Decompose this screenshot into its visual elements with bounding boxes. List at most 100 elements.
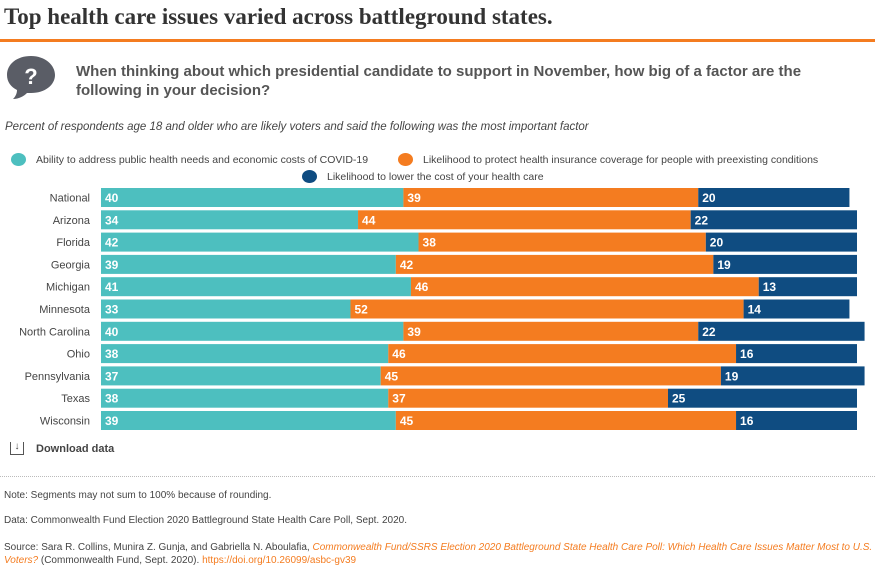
data-label: 45 — [385, 369, 399, 383]
bar-segment — [101, 388, 389, 408]
legend-item-cost: Likelihood to lower the cost of your hea… — [302, 170, 544, 183]
bar-segment — [101, 321, 404, 341]
bar-segment — [101, 277, 411, 297]
source-text: Source: Sara R. Collins, Munira Z. Gunja… — [4, 541, 874, 566]
data-text: Data: Commonwealth Fund Election 2020 Ba… — [4, 515, 408, 526]
bar-segment — [668, 388, 857, 408]
category-label: Arizona — [53, 215, 91, 227]
source-prefix: Source: Sara R. Collins, Munira Z. Gunja… — [4, 542, 313, 553]
bar-segment — [736, 344, 857, 364]
data-label: 42 — [400, 258, 414, 272]
category-label: Texas — [61, 393, 90, 405]
bar-segment — [403, 188, 699, 207]
source-suffix: (Commonwealth Fund, Sept. 2020). — [38, 555, 203, 566]
title-divider — [0, 39, 875, 42]
bar-segment — [736, 411, 857, 430]
data-label: 40 — [105, 325, 119, 339]
data-label: 19 — [717, 258, 731, 272]
bar-segment — [698, 321, 865, 341]
bar-segment — [388, 344, 737, 364]
category-label: Minnesota — [39, 304, 91, 316]
bar-segment — [705, 232, 857, 252]
download-data-button[interactable]: ↓ Download data — [10, 442, 114, 455]
legend-label: Likelihood to lower the cost of your hea… — [327, 170, 544, 183]
data-label: 33 — [105, 303, 119, 317]
data-label: 42 — [105, 236, 119, 250]
page-title: Top health care issues varied across bat… — [4, 4, 553, 29]
data-label: 13 — [763, 280, 777, 294]
bar-segment — [758, 277, 857, 297]
data-label: 38 — [423, 236, 437, 250]
bar-segment — [101, 210, 359, 230]
bar-segment — [358, 210, 691, 230]
legend-swatch — [302, 170, 317, 183]
bar-segment — [395, 411, 737, 430]
data-label: 37 — [392, 392, 406, 406]
bar-segment — [403, 321, 699, 341]
category-label: Georgia — [51, 259, 91, 271]
question-bubble-icon: ? — [7, 56, 55, 99]
bar-segment — [713, 254, 857, 274]
bar-segment — [101, 411, 396, 430]
data-label: 39 — [407, 191, 421, 205]
note-text: Note: Segments may not sum to 100% becau… — [4, 490, 272, 501]
data-label: 19 — [725, 369, 739, 383]
data-label: 39 — [105, 258, 119, 272]
bar-segment — [410, 277, 759, 297]
bar-segment — [720, 366, 865, 386]
download-label: Download data — [36, 442, 115, 455]
category-label: Florida — [56, 237, 91, 249]
data-label: 16 — [740, 414, 754, 428]
chart-subtitle: Percent of respondents age 18 and older … — [5, 121, 589, 133]
data-label: 44 — [362, 213, 376, 227]
legend-label: Likelihood to protect health insurance c… — [423, 153, 819, 166]
bar-segment — [350, 299, 744, 319]
category-label: Michigan — [46, 282, 90, 294]
data-label: 39 — [105, 414, 119, 428]
bar-segment — [101, 232, 419, 252]
data-label: 20 — [702, 191, 716, 205]
category-label: National — [50, 193, 90, 205]
bar-segment — [101, 188, 404, 207]
stacked-bar-chart: National 40 39 20 Arizona 34 44 22 Florida 42 38 20… — [19, 188, 865, 430]
survey-question: When thinking about which presidential c… — [76, 63, 802, 99]
data-label: 46 — [415, 280, 429, 294]
legend-item-covid: Ability to address public health needs a… — [11, 153, 368, 166]
bar-segment — [388, 388, 668, 408]
category-label: North Carolina — [19, 326, 91, 338]
bar-segment — [380, 366, 721, 386]
bar-segment — [743, 299, 850, 319]
bar-segment — [101, 254, 396, 274]
legend-swatch — [11, 153, 26, 166]
bar-segment — [395, 254, 714, 274]
data-label: 38 — [105, 392, 119, 406]
data-label: 22 — [695, 213, 709, 227]
download-icon: ↓ — [10, 442, 24, 455]
data-label: 38 — [105, 347, 119, 361]
legend-label: Ability to address public health needs a… — [36, 153, 369, 166]
bar-segment — [101, 366, 381, 386]
data-label: 46 — [392, 347, 406, 361]
data-label: 14 — [748, 303, 762, 317]
data-label: 41 — [105, 280, 119, 294]
data-label: 20 — [710, 236, 724, 250]
doi-link[interactable]: https://doi.org/10.26099/asbc-gv39 — [202, 555, 357, 566]
data-label: 40 — [105, 191, 119, 205]
data-label: 39 — [407, 325, 421, 339]
category-label: Wisconsin — [40, 416, 90, 428]
data-label: 34 — [105, 213, 119, 227]
source-title-link[interactable]: Commonwealth Fund/SSRS Election 2020 Bat… — [4, 542, 873, 566]
legend-item-preexisting: Likelihood to protect health insurance c… — [398, 153, 818, 166]
data-label: 22 — [702, 325, 716, 339]
data-label: 37 — [105, 369, 119, 383]
bar-segment — [698, 188, 850, 207]
divider — [0, 476, 875, 477]
svg-text:?: ? — [24, 64, 37, 89]
bar-segment — [690, 210, 857, 230]
bar-segment — [418, 232, 706, 252]
category-label: Ohio — [67, 349, 90, 361]
bar-segment — [101, 299, 351, 319]
legend-swatch — [398, 153, 413, 166]
data-label: 25 — [672, 392, 686, 406]
